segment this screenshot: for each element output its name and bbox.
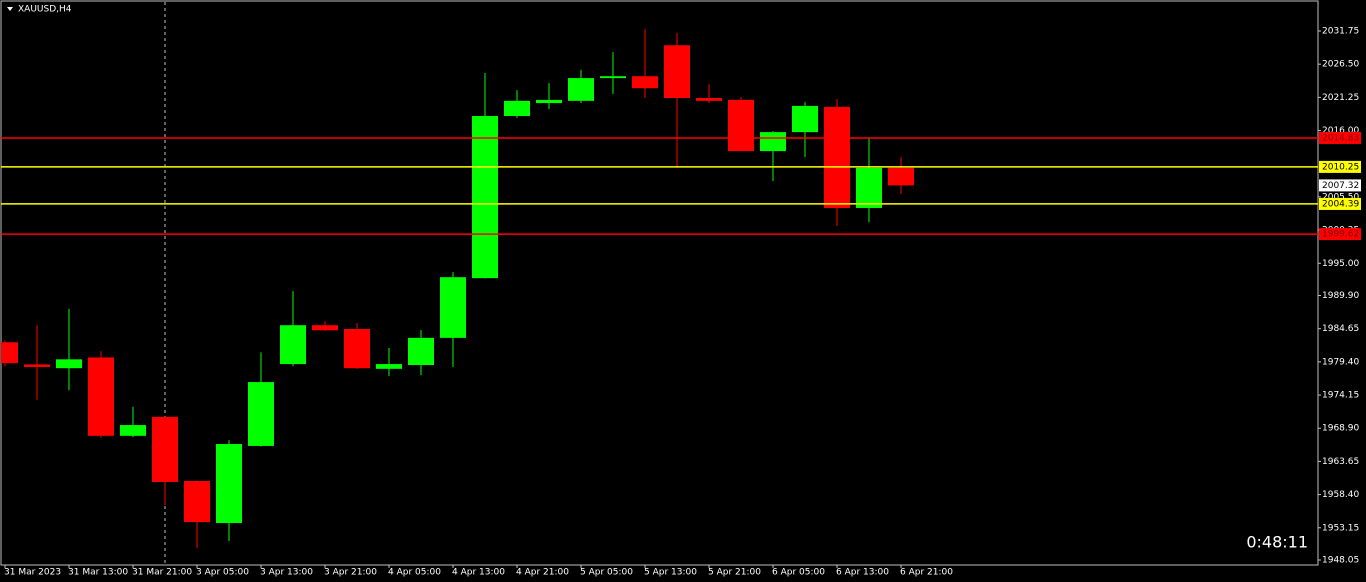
candle-body (888, 167, 914, 186)
candle-body (472, 116, 498, 279)
y-tick-label: 1948.05 (1322, 556, 1359, 566)
y-tick-label: 1968.90 (1322, 424, 1359, 434)
bar-timer: 0:48:11 (1246, 533, 1308, 552)
x-tick-label: 6 Apr 13:00 (836, 568, 889, 578)
level-label-bg (1319, 160, 1361, 173)
menu-arrow[interactable] (7, 7, 13, 11)
candle-body (216, 444, 242, 524)
level-label-bg (1319, 131, 1361, 144)
x-tick-label: 31 Mar 13:00 (68, 568, 128, 578)
plot-area (1, 29, 1318, 548)
x-tick-label: 5 Apr 13:00 (644, 568, 697, 578)
y-tick-label: 1984.65 (1322, 324, 1359, 334)
x-tick-label: 3 Apr 05:00 (196, 568, 249, 578)
candle-body (312, 325, 338, 331)
x-tick-label: 3 Apr 21:00 (324, 568, 377, 578)
level-label: 2010.25 (1322, 162, 1359, 172)
candle-body (120, 425, 146, 436)
level-label: 1999.62 (1322, 230, 1359, 240)
candle-body (1, 342, 18, 364)
candle-body (824, 106, 850, 208)
axes: 2031.752026.502021.252016.002005.502000.… (4, 27, 1361, 578)
y-tick-label: 1995.00 (1322, 259, 1359, 269)
y-tick-label: 1958.40 (1322, 490, 1359, 500)
y-tick-label: 2016.00 (1322, 126, 1359, 136)
y-tick-label: 2021.25 (1322, 93, 1359, 103)
candle-body (664, 45, 690, 99)
candle-body (728, 99, 754, 152)
x-tick-label: 31 Mar 2023 (4, 568, 61, 578)
candle-body (856, 167, 882, 208)
x-tick-label: 6 Apr 21:00 (900, 568, 953, 578)
plot-border (0, 0, 1319, 566)
candle-body (440, 277, 466, 338)
candle-body (56, 359, 82, 369)
x-tick-label: 4 Apr 21:00 (516, 568, 569, 578)
y-tick-label: 2026.50 (1322, 60, 1359, 70)
candle-body (632, 76, 658, 89)
candle-body (184, 481, 210, 523)
y-tick-label: 2031.75 (1322, 27, 1359, 37)
y-tick-label: 1974.15 (1322, 391, 1359, 401)
candle-body (88, 357, 114, 436)
candle-body (408, 337, 434, 366)
y-tick-label: 1963.65 (1322, 457, 1359, 467)
x-tick-label: 3 Apr 13:00 (260, 568, 313, 578)
candle-body (504, 100, 530, 117)
chart-title: XAUUSD,H4 (18, 5, 72, 15)
candle-body (792, 105, 818, 133)
x-tick-label: 5 Apr 05:00 (580, 568, 633, 578)
candle-body (248, 382, 274, 446)
level-label: 2004.39 (1322, 199, 1359, 209)
x-tick-label: 31 Mar 21:00 (132, 568, 192, 578)
candle-body (152, 416, 178, 482)
current-price-label: 2007.32 (1322, 181, 1359, 191)
candle-body (600, 76, 626, 79)
candle-body (376, 364, 402, 369)
x-tick-label: 6 Apr 05:00 (772, 568, 825, 578)
current-price-bg (1319, 179, 1361, 192)
level-label: 2014.83 (1322, 133, 1359, 143)
x-tick-label: 5 Apr 21:00 (708, 568, 761, 578)
candle-body (568, 78, 594, 101)
x-tick-label: 4 Apr 13:00 (452, 568, 505, 578)
candle-body (344, 329, 370, 369)
level-label-bg (1319, 197, 1361, 210)
y-tick-label: 1979.40 (1322, 357, 1359, 367)
y-tick-label: 2005.50 (1322, 192, 1359, 202)
x-tick-label: 4 Apr 05:00 (388, 568, 441, 578)
candle-body (280, 325, 306, 365)
candle-body (760, 132, 786, 152)
level-label-bg (1319, 228, 1361, 241)
y-tick-label: 1989.90 (1322, 291, 1359, 301)
candle-body (536, 99, 562, 104)
y-tick-label: 1953.15 (1322, 523, 1359, 533)
candle-body (696, 98, 722, 101)
candle-body (24, 364, 50, 367)
